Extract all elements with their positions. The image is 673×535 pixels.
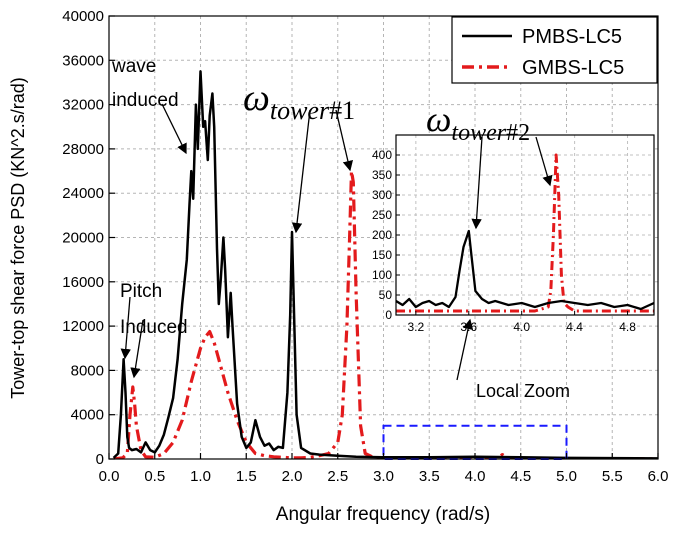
omega-2-suffix: #2 xyxy=(506,120,530,146)
inset-series-line-pmbs-lc5 xyxy=(396,229,654,311)
y-tick-label: 36000 xyxy=(62,52,104,69)
local-zoom-box xyxy=(382,424,568,460)
annotation-local-zoom: Local Zoom xyxy=(476,381,570,401)
inset-y-tick-label: 50 xyxy=(379,288,393,302)
annotation-wave-induced: wave induced xyxy=(111,56,179,111)
inset-frame xyxy=(395,134,655,316)
x-tick-label: 2.0 xyxy=(282,468,303,485)
inset-y-tick-label: 250 xyxy=(372,208,392,222)
main-series-group xyxy=(112,70,658,459)
annotation-line: wave xyxy=(111,56,156,77)
x-tick-label: 3.0 xyxy=(373,468,394,485)
x-tick-label: 6.0 xyxy=(648,468,669,485)
series-line-pmbs-lc5 xyxy=(112,70,658,459)
x-tick-label: 5.0 xyxy=(556,468,577,485)
legend-box xyxy=(451,16,658,84)
inset-background xyxy=(396,135,654,315)
inset-y-tick-label: 400 xyxy=(372,148,392,162)
y-tick-label: 40000 xyxy=(62,8,104,25)
inset-x-tick-label: 4.0 xyxy=(513,320,530,334)
arrow-pitch-right xyxy=(130,319,144,379)
arrow-omega-1 xyxy=(291,109,311,234)
omega-tower-2-label: ωtower#2 xyxy=(426,99,530,146)
inset-y-tick-label: 150 xyxy=(372,248,392,262)
y-tick-label: 28000 xyxy=(62,141,104,158)
arrow-omega-2-gmbs xyxy=(535,136,553,187)
inset-y-tick-label: 200 xyxy=(372,228,392,242)
annotation-line: Pitch xyxy=(120,281,162,302)
legend: PMBS-LC5 GMBS-LC5 xyxy=(451,16,658,84)
x-tick-label: 3.5 xyxy=(419,468,440,485)
omega-1-suffix: #1 xyxy=(329,96,355,125)
y-axis-label: Tower-top shear force PSD (KN^2.s/rad) xyxy=(8,77,28,399)
omega-tower-1-label: ωtower#1 xyxy=(243,77,355,125)
annotation-pitch-induced: Pitch Induced xyxy=(120,281,188,338)
x-axis-label: Angular frequency (rad/s) xyxy=(276,504,490,525)
inset-x-tick-label: 4.8 xyxy=(619,320,636,334)
omega-2-symbol: ω xyxy=(426,99,451,139)
x-tick-label: 1.0 xyxy=(190,468,211,485)
inset-grid xyxy=(396,135,654,316)
y-tick-label: 32000 xyxy=(62,97,104,114)
y-tick-label: 4000 xyxy=(71,407,104,424)
inset-y-tick-label: 0 xyxy=(385,308,392,322)
y-tick-label: 24000 xyxy=(62,185,104,202)
arrow-local-zoom xyxy=(456,318,474,381)
y-tick-label: 16000 xyxy=(62,274,104,291)
x-tick-label: 4.0 xyxy=(465,468,486,485)
annotation-line: induced xyxy=(112,90,179,111)
omega-1-subscript: tower xyxy=(270,96,330,125)
inset-x-tick-label: 3.2 xyxy=(408,320,425,334)
inset-y-tick-label: 100 xyxy=(372,268,392,282)
inset-series-group xyxy=(396,153,654,313)
inset-y-tick-label: 300 xyxy=(372,188,392,202)
arrow-wave-induced xyxy=(161,103,187,155)
omega-2-subscript: tower xyxy=(451,120,506,146)
x-tick-label: 0.5 xyxy=(144,468,165,485)
x-tick-label: 0.0 xyxy=(99,468,120,485)
y-tick-label: 8000 xyxy=(71,362,104,379)
y-tick-label: 20000 xyxy=(62,230,104,247)
y-tick-label: 12000 xyxy=(62,318,104,335)
x-tick-label: 1.5 xyxy=(236,468,257,485)
y-tick-label: 0 xyxy=(96,451,104,468)
inset-x-tick-label: 4.4 xyxy=(566,320,583,334)
annotation-arrows xyxy=(120,103,553,381)
legend-label-gmbs: GMBS-LC5 xyxy=(522,57,624,79)
arrow-omega-1-gmbs xyxy=(335,109,353,172)
x-tick-label: 4.5 xyxy=(510,468,531,485)
legend-label-pmbs: PMBS-LC5 xyxy=(522,26,622,48)
x-tick-label: 5.5 xyxy=(602,468,623,485)
main-tick-group: 0.0 0.5 1.0 1.5 2.0 2.5 3.0 3.5 4.0 4.5 5.0 5.5 6.0 0… xyxy=(62,8,668,485)
arrow-pitch-left xyxy=(120,296,131,360)
arrow-omega-2 xyxy=(471,136,483,230)
annotation-line: Induced xyxy=(120,317,188,338)
inset-y-tick-label: 350 xyxy=(372,168,392,182)
x-tick-label: 2.5 xyxy=(327,468,348,485)
series-line-gmbs-lc5 xyxy=(113,169,658,459)
omega-1-symbol: ω xyxy=(243,77,270,119)
